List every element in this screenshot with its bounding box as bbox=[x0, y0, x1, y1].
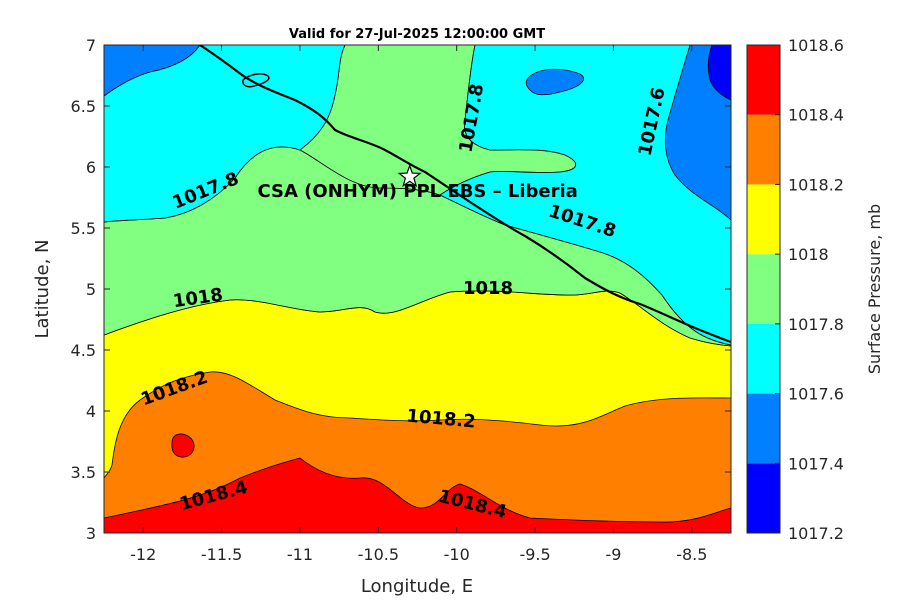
band-1017-6-east bbox=[439, 45, 731, 346]
coastline bbox=[199, 45, 731, 344]
colorbar-tick-label: 1018 bbox=[788, 245, 829, 264]
colorbar-tick-label: 1017.6 bbox=[788, 385, 844, 404]
y-axis: 3 3.5 4 4.5 5 5.5 6 6.5 7 bbox=[71, 36, 731, 543]
colorbar-tick-label: 1017.4 bbox=[788, 454, 844, 473]
contour-field bbox=[104, 45, 731, 533]
x-tick-label: -12 bbox=[130, 545, 156, 564]
site-marker-group: CSA (ONHYM) PPL EBS – Liberia bbox=[257, 164, 578, 202]
y-tick-label: 4 bbox=[86, 402, 96, 421]
colorbar-frame bbox=[746, 44, 781, 534]
band-1017-4-blob bbox=[525, 68, 585, 96]
band-1017-2-ne bbox=[707, 45, 731, 101]
contour-label: 1018 bbox=[463, 278, 513, 299]
colorbar-segment bbox=[747, 45, 780, 115]
colorbar-tick-label: 1018.6 bbox=[788, 36, 844, 55]
y-axis-label: Latitude, N bbox=[32, 240, 53, 339]
y-tick-label: 6.5 bbox=[71, 97, 96, 116]
y-tick-label: 3 bbox=[86, 524, 96, 543]
y-tick-label: 7 bbox=[86, 36, 96, 55]
y-tick-label: 5 bbox=[86, 280, 96, 299]
x-axis: -12 -11.5 -11 -10.5 -10 -9.5 -9 -8.5 bbox=[130, 45, 707, 564]
site-star-icon bbox=[397, 164, 422, 188]
x-tick-label: -9 bbox=[605, 545, 621, 564]
colorbar: 1017.2 1017.4 1017.6 1017.8 1018 1018.2 1018.4… bbox=[746, 36, 844, 543]
chart-title: Valid for 27-Jul-2025 12:00:00 GMT bbox=[289, 27, 545, 42]
colorbar-segment bbox=[747, 323, 780, 394]
colorbar-segment bbox=[747, 114, 780, 185]
y-tick-label: 6 bbox=[86, 158, 96, 177]
colorbar-tick-label: 1018.4 bbox=[788, 106, 844, 125]
band-1017-6-west bbox=[104, 45, 346, 223]
x-tick-label: -11.5 bbox=[201, 545, 242, 564]
colorbar-segment bbox=[747, 254, 780, 324]
band-1018-4-blob bbox=[171, 433, 195, 458]
site-label: CSA (ONHYM) PPL EBS – Liberia bbox=[257, 181, 577, 202]
band-1017-4-nw bbox=[104, 45, 201, 97]
colorbar-segment bbox=[747, 393, 780, 464]
x-axis-label: Longitude, E bbox=[361, 576, 473, 597]
colorbar-tick-label: 1017.8 bbox=[788, 315, 844, 334]
colorbar-tick-label: 1018.2 bbox=[788, 175, 844, 194]
coast-island bbox=[242, 73, 270, 88]
x-tick-label: -8.5 bbox=[676, 545, 707, 564]
colorbar-segment bbox=[747, 463, 780, 533]
x-tick-label: -9.5 bbox=[519, 545, 550, 564]
band-1018-4 bbox=[104, 457, 731, 533]
x-tick-label: -10.5 bbox=[358, 545, 399, 564]
x-tick-label: -11 bbox=[287, 545, 313, 564]
x-tick-label: -10 bbox=[444, 545, 470, 564]
band-1017-4-ne bbox=[664, 45, 731, 221]
y-tick-label: 4.5 bbox=[71, 341, 96, 360]
colorbar-tick-label: 1017.2 bbox=[788, 524, 844, 543]
y-tick-label: 5.5 bbox=[71, 219, 96, 238]
y-tick-label: 3.5 bbox=[71, 463, 96, 482]
colorbar-label: Surface Pressure, mb bbox=[865, 204, 884, 374]
colorbar-segment bbox=[747, 184, 780, 255]
